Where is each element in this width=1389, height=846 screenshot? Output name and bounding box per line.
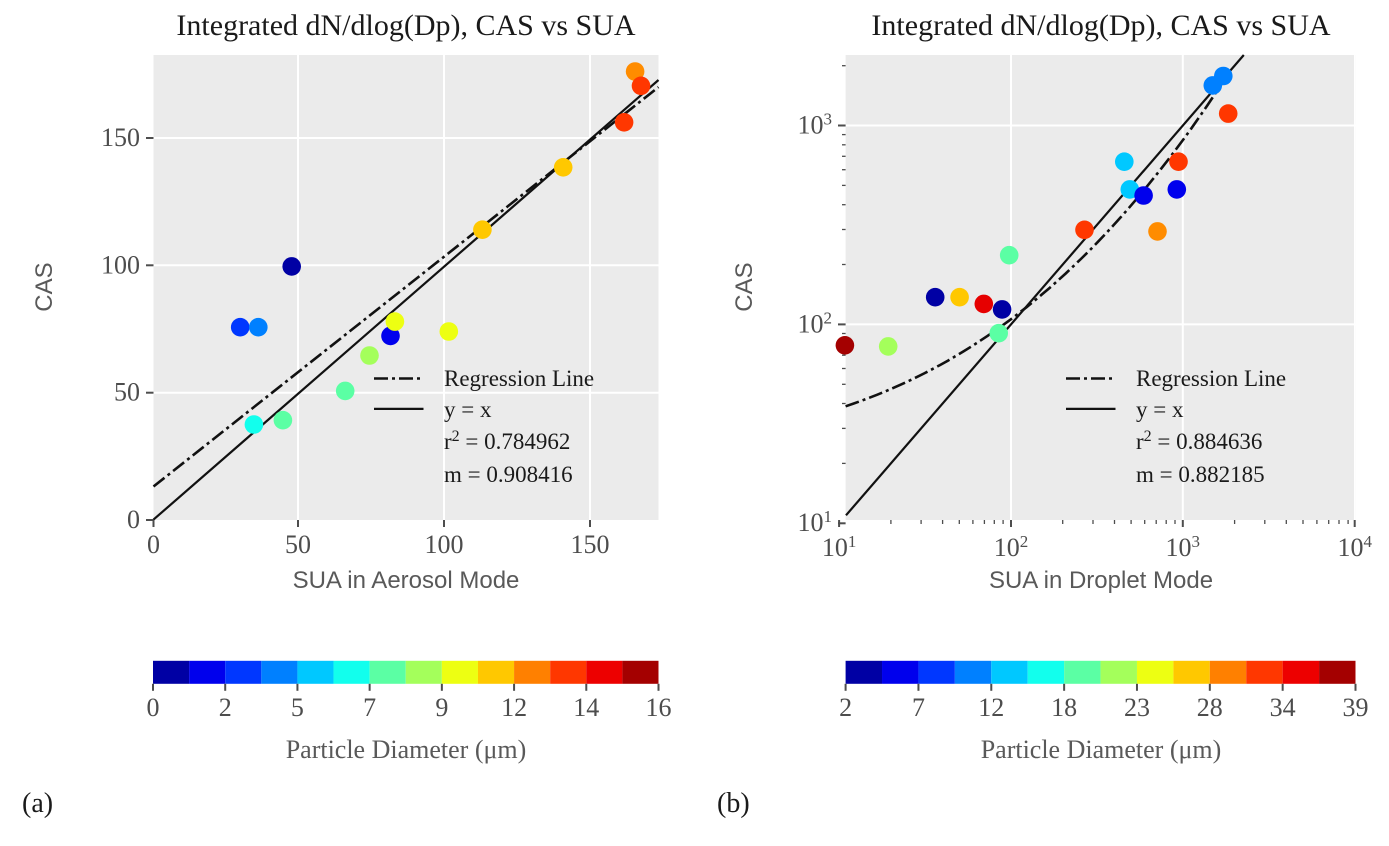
svg-text:0: 0 — [127, 505, 140, 534]
svg-text:CAS: CAS — [31, 262, 58, 311]
svg-text:Integrated dN/dlog(Dp), CAS vs: Integrated dN/dlog(Dp), CAS vs SUA — [871, 9, 1330, 42]
svg-text:18: 18 — [1051, 693, 1077, 722]
svg-text:7: 7 — [912, 693, 925, 722]
svg-text:SUA in Aerosol Mode: SUA in Aerosol Mode — [293, 567, 520, 594]
svg-text:r2 = 0.784962: r2 = 0.784962 — [444, 428, 570, 455]
svg-text:12: 12 — [501, 693, 527, 722]
svg-text:28: 28 — [1197, 693, 1223, 722]
svg-text:2: 2 — [219, 693, 232, 722]
svg-text:150: 150 — [571, 530, 610, 559]
svg-text:12: 12 — [978, 693, 1004, 722]
svg-text:50: 50 — [285, 530, 311, 559]
svg-text:r2 = 0.884636: r2 = 0.884636 — [1136, 428, 1262, 455]
svg-text:Particle Diameter (μm): Particle Diameter (μm) — [981, 735, 1222, 764]
svg-text:SUA in Droplet Mode: SUA in Droplet Mode — [989, 567, 1213, 594]
svg-text:Particle Diameter (μm): Particle Diameter (μm) — [286, 735, 527, 764]
svg-text:Regression Line: Regression Line — [444, 366, 594, 391]
svg-text:39: 39 — [1343, 693, 1369, 722]
svg-text:100: 100 — [425, 530, 464, 559]
svg-text:34: 34 — [1270, 693, 1296, 722]
svg-text:0: 0 — [147, 530, 160, 559]
svg-text:m = 0.908416: m = 0.908416 — [444, 462, 573, 487]
svg-text:(a): (a) — [22, 788, 53, 819]
svg-text:50: 50 — [114, 378, 140, 407]
svg-text:7: 7 — [363, 693, 376, 722]
svg-text:(b): (b) — [717, 788, 750, 819]
svg-text:2: 2 — [839, 693, 852, 722]
svg-text:5: 5 — [291, 693, 304, 722]
svg-text:14: 14 — [573, 693, 599, 722]
svg-text:Integrated dN/dlog(Dp), CAS vs: Integrated dN/dlog(Dp), CAS vs SUA — [176, 9, 635, 42]
svg-text:CAS: CAS — [731, 262, 758, 311]
svg-text:23: 23 — [1124, 693, 1150, 722]
svg-text:0: 0 — [147, 693, 160, 722]
svg-text:m = 0.882185: m = 0.882185 — [1136, 462, 1265, 487]
svg-text:Regression Line: Regression Line — [1136, 366, 1286, 391]
svg-text:y = x: y = x — [444, 397, 492, 422]
svg-text:100: 100 — [101, 250, 140, 279]
svg-text:16: 16 — [646, 693, 672, 722]
svg-text:y = x: y = x — [1136, 397, 1184, 422]
svg-text:9: 9 — [435, 693, 448, 722]
svg-text:150: 150 — [101, 123, 140, 152]
